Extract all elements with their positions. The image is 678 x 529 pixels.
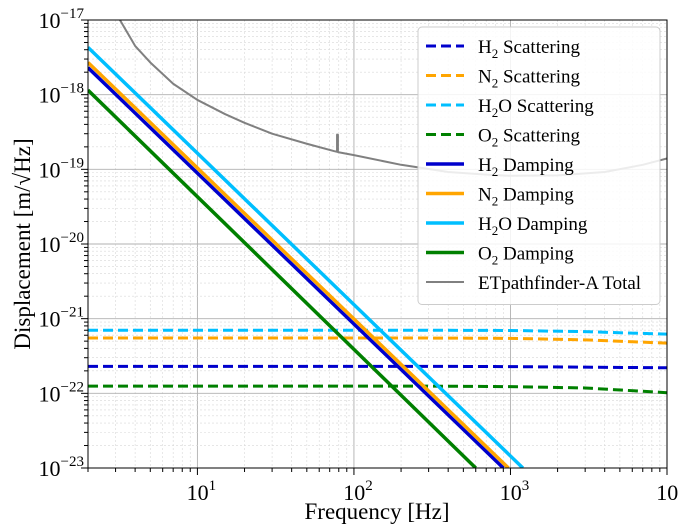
x-tick-label: 104 <box>656 478 678 505</box>
legend-label: H2 Scattering <box>478 37 581 61</box>
legend-label: H2O Scattering <box>478 96 594 120</box>
legend: H2 Scattering N2 Scattering H2O Scattering… <box>417 26 661 305</box>
legend-label: O2 Scattering <box>478 126 581 150</box>
series-line-n2-scattering <box>88 336 667 345</box>
series-line-h2-scattering <box>88 364 667 370</box>
y-tick-label: 10−22 <box>39 379 84 406</box>
legend-label: N2 Damping <box>478 185 574 209</box>
series-line-n2-damping <box>88 61 510 468</box>
x-tick-label: 103 <box>500 478 530 505</box>
y-tick-label: 10−18 <box>39 81 84 108</box>
axis-ticks <box>81 19 668 475</box>
series-line-o2-scattering <box>88 384 667 395</box>
tick-labels: 101 102 103 104 10−17 10−18 10−19 10−20 10−21 10−… <box>39 6 678 505</box>
x-axis-label: Frequency [Hz] <box>305 499 450 524</box>
y-tick-label: 10−19 <box>39 155 84 182</box>
legend-label: O2 Damping <box>478 244 574 268</box>
series-line-h2-damping <box>88 66 505 468</box>
y-tick-label: 10−17 <box>39 6 85 33</box>
x-tick-label: 102 <box>343 478 373 505</box>
x-tick-label: 101 <box>187 478 217 505</box>
y-tick-label: 10−23 <box>39 454 84 481</box>
legend-label: N2 Scattering <box>478 67 581 91</box>
legend-label: H2 Damping <box>478 155 574 179</box>
legend-box <box>417 26 661 305</box>
y-tick-label: 10−20 <box>39 230 84 257</box>
y-axis-label: Displacement [m/√Hz] <box>10 138 35 349</box>
series-line-o2-damping <box>88 88 477 468</box>
series-line-h2o-scattering <box>88 328 667 336</box>
series-line-h2o-damping <box>88 46 525 468</box>
legend-label: H2O Damping <box>478 214 588 238</box>
y-tick-label: 10−21 <box>39 305 84 332</box>
legend-label: ETpathfinder-A Total <box>478 273 641 294</box>
